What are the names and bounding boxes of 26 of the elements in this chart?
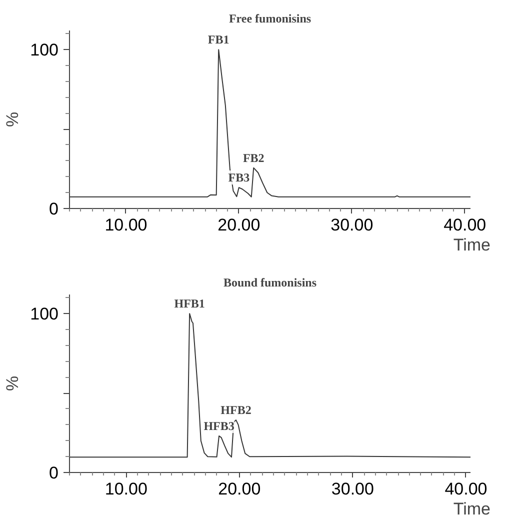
x-tick-label: 10.00: [104, 216, 148, 234]
x-tick-label: 40.00: [444, 216, 486, 234]
y-tick-label: 100: [30, 304, 59, 324]
chart-title: Free fumonisins: [228, 12, 312, 26]
annotation: HFB3: [204, 418, 234, 433]
y-axis-title: %: [3, 376, 22, 392]
line-series: [70, 49, 470, 198]
y-tick-label: 100: [30, 40, 59, 60]
x-tick-label: 30.00: [331, 480, 374, 498]
x-tick-label: 40.00: [444, 480, 488, 498]
x-tick-label: 10.00: [104, 480, 148, 498]
x-axis-title: Time: [453, 236, 491, 254]
annotation: HFB2: [220, 403, 252, 418]
x-tick-label: 20.00: [218, 216, 260, 234]
annotation: FB1: [208, 32, 230, 47]
y-axis-title: %: [3, 112, 22, 128]
line-series: [70, 313, 470, 458]
annotation: FB2: [242, 150, 264, 165]
annotation: FB3: [228, 170, 250, 185]
x-axis-title: Time: [453, 500, 491, 518]
x-tick-label: 30.00: [330, 216, 374, 234]
chart-title: Bound fumonisins: [223, 276, 317, 290]
y-tick-label: 0: [49, 200, 59, 218]
annotation: HFB1: [174, 296, 205, 311]
x-tick-label: 20.00: [218, 480, 261, 498]
y-tick-label: 0: [49, 464, 59, 482]
